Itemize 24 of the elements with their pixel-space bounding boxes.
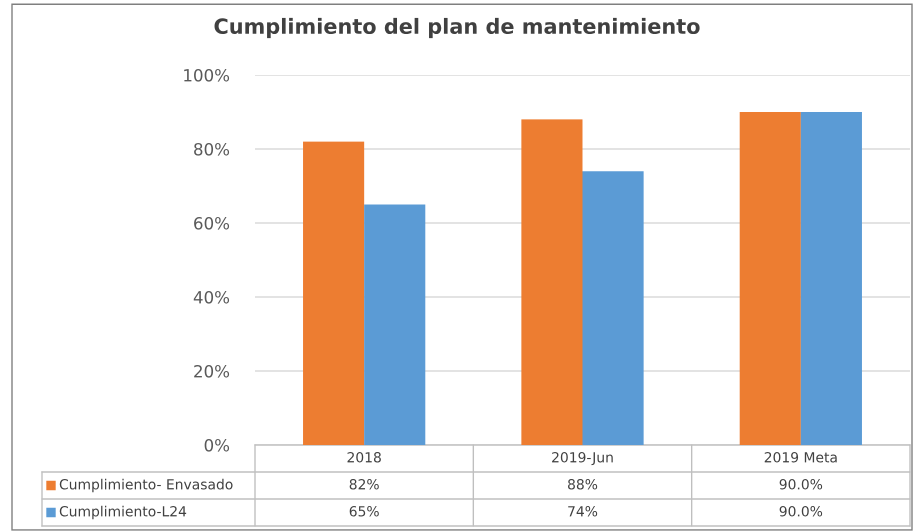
data-label: 65% (350, 506, 379, 517)
y-tick-label: 60% (194, 216, 230, 230)
data-label: 88% (568, 479, 598, 490)
y-tick-label: 100% (184, 68, 230, 82)
bar (521, 119, 582, 445)
bar (582, 171, 644, 445)
y-tick-label: 20% (194, 364, 230, 378)
data-label: 74% (568, 506, 598, 517)
legend-label: Cumplimiento- Envasado (60, 478, 233, 492)
data-label: 90.0% (780, 479, 822, 490)
x-tick-label: 2019-Jun (552, 452, 613, 466)
bar (800, 112, 862, 445)
chart-title: Cumplimiento del plan de mantenimiento (214, 18, 700, 38)
bar (303, 142, 364, 445)
data-label: 90.0% (780, 506, 822, 517)
legend-label: Cumplimiento-L24 (60, 506, 186, 520)
bar (364, 204, 426, 445)
data-label: 82% (350, 479, 379, 490)
y-tick-label: 80% (194, 142, 230, 156)
y-tick-label: 40% (194, 290, 230, 304)
y-tick-label: 0% (204, 438, 230, 452)
bar (740, 112, 801, 445)
x-tick-label: 2018 (348, 452, 381, 463)
x-tick-label: 2019 Meta (764, 452, 837, 463)
